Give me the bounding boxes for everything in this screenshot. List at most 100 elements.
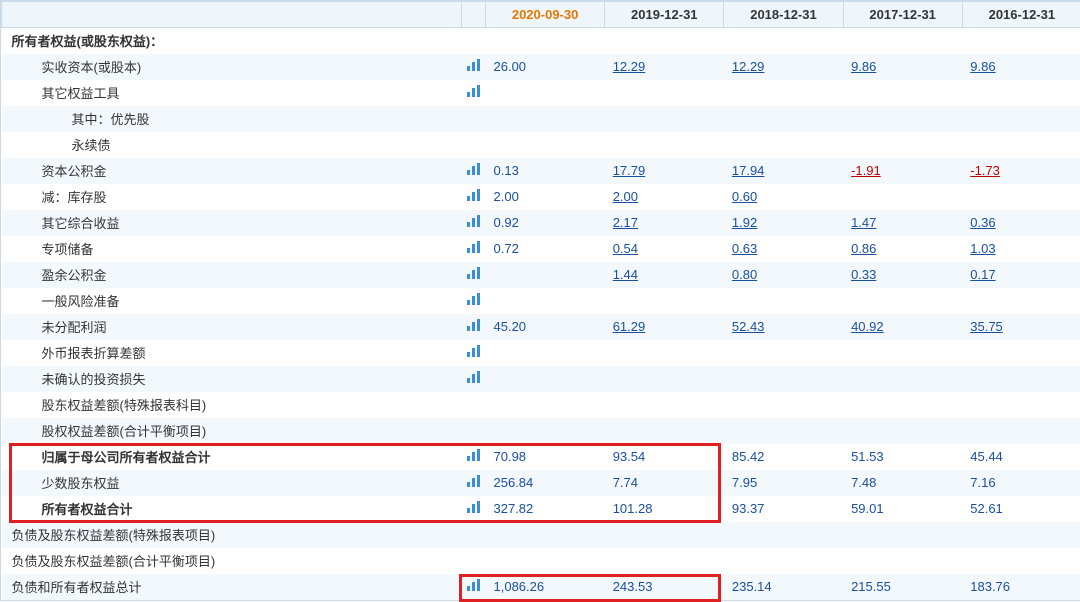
cell-value[interactable]: 12.29 [605,54,724,80]
cell-value [843,418,962,444]
cell-value [843,392,962,418]
cell-value [962,418,1080,444]
cell-value [724,80,843,106]
cell-value [486,418,605,444]
cell-value[interactable]: 0.17 [962,262,1080,288]
chart-icon[interactable] [467,215,481,227]
cell-value[interactable]: 61.29 [605,314,724,340]
chart-icon-cell[interactable] [462,158,486,184]
chart-icon[interactable] [467,267,481,279]
cell-value[interactable]: 1.92 [724,210,843,236]
chart-icon[interactable] [467,449,481,461]
chart-icon-cell[interactable] [462,236,486,262]
chart-icon[interactable] [467,319,481,331]
row-label: 所有者权益合计 [2,496,462,522]
cell-value[interactable]: 40.92 [843,314,962,340]
header-date-2[interactable]: 2018-12-31 [724,2,843,28]
chart-icon[interactable] [467,501,481,513]
cell-value[interactable]: 0.80 [724,262,843,288]
cell-value [962,548,1080,574]
cell-value[interactable]: 1.47 [843,210,962,236]
cell-value [962,80,1080,106]
chart-icon[interactable] [467,163,481,175]
cell-value[interactable]: 12.29 [724,54,843,80]
cell-value [486,262,605,288]
table-row: 一般风险准备 [2,288,1080,314]
chart-icon-cell[interactable] [462,262,486,288]
chart-icon-cell[interactable] [462,314,486,340]
chart-icon-cell[interactable] [462,210,486,236]
chart-icon[interactable] [467,59,481,71]
chart-icon-cell[interactable] [462,496,486,522]
cell-value: 101.28 [605,496,724,522]
chart-icon[interactable] [467,475,481,487]
cell-value [724,340,843,366]
cell-value [962,522,1080,548]
cell-value[interactable]: 35.75 [962,314,1080,340]
header-date-3[interactable]: 2017-12-31 [843,2,962,28]
header-row: 2020-09-30 2019-12-31 2018-12-31 2017-12… [2,2,1080,28]
cell-value: 0.13 [486,158,605,184]
cell-value[interactable]: 1.44 [605,262,724,288]
chart-icon-cell[interactable] [462,470,486,496]
cell-value[interactable]: -1.73 [962,158,1080,184]
cell-value[interactable]: 0.54 [605,236,724,262]
table-row: 外币报表折算差额 [2,340,1080,366]
row-label: 少数股东权益 [2,470,462,496]
chart-icon-cell [462,522,486,548]
cell-value [605,80,724,106]
row-label: 永续债 [2,132,462,158]
cell-value[interactable]: 9.86 [962,54,1080,80]
header-date-4[interactable]: 2016-12-31 [962,2,1080,28]
table-row: 其它综合收益0.922.171.921.470.36 [2,210,1080,236]
cell-value[interactable]: 1.03 [962,236,1080,262]
chart-icon[interactable] [467,241,481,253]
chart-icon-cell[interactable] [462,54,486,80]
cell-value[interactable]: -1.91 [843,158,962,184]
header-date-0[interactable]: 2020-09-30 [486,2,605,28]
row-label: 股东权益差额(特殊报表科目) [2,392,462,418]
cell-value[interactable]: 0.60 [724,184,843,210]
header-blank [2,2,462,28]
row-label: 股权权益差额(合计平衡项目) [2,418,462,444]
chart-icon[interactable] [467,189,481,201]
cell-value [486,288,605,314]
table-row: 未分配利润45.2061.2952.4340.9235.75 [2,314,1080,340]
cell-value[interactable]: 2.00 [605,184,724,210]
cell-value[interactable]: 9.86 [843,54,962,80]
row-label: 归属于母公司所有者权益合计 [2,444,462,470]
header-date-1[interactable]: 2019-12-31 [605,2,724,28]
cell-value: 93.37 [724,496,843,522]
cell-value [724,132,843,158]
cell-value[interactable]: 0.63 [724,236,843,262]
cell-value[interactable]: 17.79 [605,158,724,184]
cell-value[interactable]: 0.36 [962,210,1080,236]
cell-value [605,28,724,54]
cell-value [843,522,962,548]
chart-icon-cell[interactable] [462,366,486,392]
chart-icon-cell[interactable] [462,288,486,314]
chart-icon-cell[interactable] [462,574,486,600]
cell-value: 59.01 [843,496,962,522]
chart-icon[interactable] [467,345,481,357]
chart-icon-cell[interactable] [462,340,486,366]
chart-icon-cell[interactable] [462,80,486,106]
chart-icon[interactable] [467,293,481,305]
cell-value: 52.61 [962,496,1080,522]
cell-value[interactable]: 2.17 [605,210,724,236]
financial-table: 2020-09-30 2019-12-31 2018-12-31 2017-12… [1,1,1080,600]
cell-value[interactable]: 52.43 [724,314,843,340]
chart-icon[interactable] [467,579,481,591]
cell-value[interactable]: 17.94 [724,158,843,184]
cell-value: 0.72 [486,236,605,262]
chart-icon-cell[interactable] [462,444,486,470]
cell-value [605,132,724,158]
cell-value [962,392,1080,418]
cell-value[interactable]: 0.86 [843,236,962,262]
chart-icon-cell[interactable] [462,184,486,210]
cell-value[interactable]: 0.33 [843,262,962,288]
chart-icon[interactable] [467,85,481,97]
chart-icon[interactable] [467,371,481,383]
row-label: 减：库存股 [2,184,462,210]
cell-value [605,366,724,392]
